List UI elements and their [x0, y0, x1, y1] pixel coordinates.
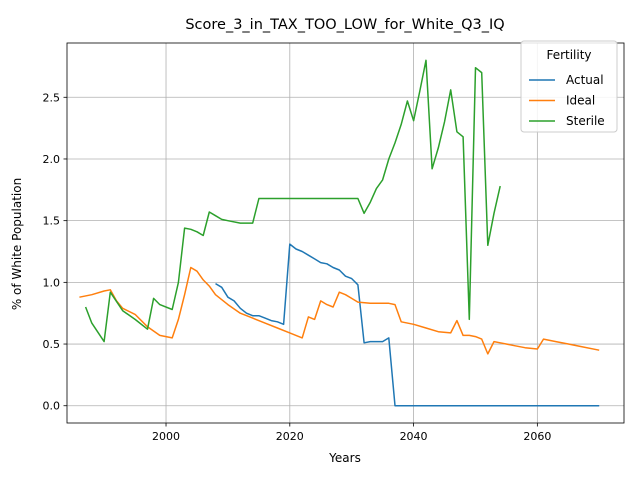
x-tick-label: 2000	[152, 430, 180, 443]
y-tick-label: 0.5	[43, 338, 61, 351]
series-line-ideal	[79, 266, 600, 355]
legend-entry-label: Sterile	[566, 114, 605, 128]
axes: 2000 2020 2040 2060 0.0 0.5 1.0 1.5 2.0 2.5	[43, 91, 552, 443]
y-tick-label: 1.0	[43, 276, 61, 289]
y-tick-label: 1.5	[43, 215, 61, 228]
x-axis-label: Years	[328, 451, 361, 465]
chart-title: Score_3_in_TAX_TOO_LOW_for_White_Q3_IQ	[185, 17, 504, 33]
y-tick-label: 2.0	[43, 153, 61, 166]
legend-title: Fertility	[546, 48, 591, 62]
y-tick-label: 0.0	[43, 400, 61, 413]
series-lines	[79, 59, 600, 407]
x-tick-label: 2040	[400, 430, 428, 443]
legend-entry-label: Actual	[566, 73, 604, 87]
series-line-sterile	[84, 59, 501, 343]
legend-items: Actual Ideal Sterile	[529, 73, 605, 128]
plot-frame	[66, 42, 625, 424]
y-tick-label: 2.5	[43, 91, 61, 104]
legend-entry-label: Ideal	[566, 94, 595, 108]
x-tick-label: 2060	[523, 430, 551, 443]
legend-box	[520, 40, 618, 133]
legend: Fertility Actual Ideal Sterile	[520, 40, 618, 133]
y-axis-label: % of White Population	[10, 178, 24, 310]
x-tick-label: 2020	[276, 430, 304, 443]
series-line-actual	[215, 243, 600, 407]
